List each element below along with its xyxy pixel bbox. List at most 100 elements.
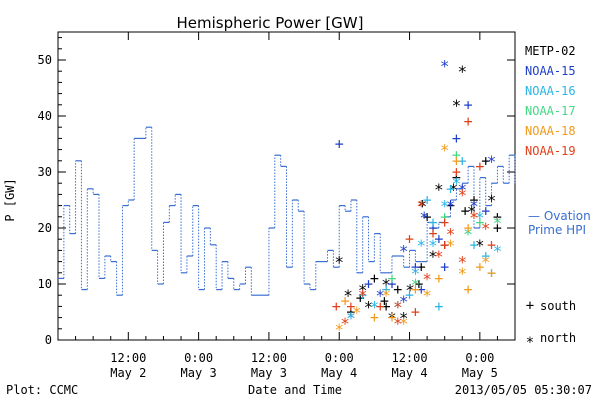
data-point-noaa-15: + xyxy=(335,135,344,153)
data-point-noaa-19: + xyxy=(411,303,420,321)
data-point-noaa-16: + xyxy=(434,297,443,315)
data-point-noaa-15: * xyxy=(346,309,356,328)
data-point-noaa-16: * xyxy=(440,197,450,216)
data-point-noaa-19: * xyxy=(340,314,350,333)
legend-entry: NOAA-19 xyxy=(525,144,576,158)
legend-entry: NOAA-18 xyxy=(525,124,576,138)
data-point-metp-02: + xyxy=(417,258,426,276)
y-tick-label: 50 xyxy=(38,53,52,67)
data-point-noaa-18: + xyxy=(464,281,473,299)
data-point-metp-02: * xyxy=(475,236,485,255)
data-point-metp-02: + xyxy=(356,289,365,307)
data-point-noaa-17: * xyxy=(463,225,473,244)
x-tick-label-date: May 4 xyxy=(391,366,427,380)
data-point-metp-02: + xyxy=(493,208,502,226)
data-point-metp-02: * xyxy=(428,247,438,266)
data-point-metp-02: * xyxy=(405,281,415,300)
symbol-glyph: * xyxy=(526,335,534,351)
data-point-noaa-19: * xyxy=(393,297,403,316)
data-point-metp-02: + xyxy=(452,169,461,187)
y-axis-label: P [GW] xyxy=(3,178,17,221)
data-point-noaa-18: + xyxy=(475,258,484,276)
y-tick-label: 0 xyxy=(45,333,52,347)
data-point-noaa-18: + xyxy=(452,152,461,170)
data-point-noaa-15: + xyxy=(481,202,490,220)
data-point-noaa-16: + xyxy=(446,180,455,198)
data-point-noaa-15: * xyxy=(469,197,479,216)
y-axis: 0 10 20 30 40 50 xyxy=(38,37,515,347)
data-point-metp-02: + xyxy=(370,269,379,287)
data-point-noaa-16: * xyxy=(475,208,485,227)
data-point-noaa-16: + xyxy=(481,247,490,265)
ovation-label-line1: — Ovation xyxy=(528,209,591,223)
data-point-noaa-16: + xyxy=(382,281,391,299)
symbol-glyph: + xyxy=(526,298,534,314)
x-tick-label-date: May 3 xyxy=(251,366,287,380)
data-point-noaa-19: * xyxy=(446,225,456,244)
data-point-noaa-18: + xyxy=(341,292,350,310)
x-tick-label-time: 0:00 xyxy=(184,351,213,365)
data-point-metp-02: + xyxy=(346,303,355,321)
data-point-noaa-16: + xyxy=(458,152,467,170)
data-point-metp-02: + xyxy=(469,191,478,209)
data-point-noaa-15: * xyxy=(419,208,429,227)
data-point-noaa-17: + xyxy=(452,146,461,164)
data-point-noaa-15: * xyxy=(446,197,456,216)
data-point-noaa-15: + xyxy=(434,230,443,248)
data-point-noaa-18: + xyxy=(487,264,496,282)
data-point-metp-02: * xyxy=(467,202,477,221)
data-point-noaa-15: + xyxy=(428,219,437,237)
data-point-noaa-19: * xyxy=(358,286,368,305)
data-point-noaa-16: * xyxy=(452,174,462,193)
data-point-noaa-16: + xyxy=(487,264,496,282)
data-point-noaa-17: + xyxy=(387,269,396,287)
data-point-noaa-18: * xyxy=(446,236,456,255)
data-point-noaa-19: + xyxy=(475,157,484,175)
data-point-metp-02: * xyxy=(334,253,344,272)
data-point-metp-02: * xyxy=(434,180,444,199)
data-point-noaa-15: * xyxy=(457,180,467,199)
data-point-metp-02: + xyxy=(414,275,423,293)
data-point-noaa-16: * xyxy=(416,236,426,255)
data-point-noaa-19: + xyxy=(487,236,496,254)
data-point-noaa-19: + xyxy=(452,163,461,181)
data-point-noaa-17: * xyxy=(411,275,421,294)
y-tick-label: 20 xyxy=(38,221,52,235)
data-point-noaa-19: * xyxy=(434,247,444,266)
data-point-metp-02: + xyxy=(481,152,490,170)
data-point-metp-02: + xyxy=(461,202,470,220)
data-point-noaa-15: * xyxy=(375,286,385,305)
data-point-noaa-19: + xyxy=(428,225,437,243)
data-point-noaa-19: * xyxy=(393,314,403,333)
data-point-noaa-19: + xyxy=(464,113,473,131)
data-point-noaa-17: + xyxy=(475,213,484,231)
data-point-metp-02: + xyxy=(382,297,391,315)
data-point-noaa-15: + xyxy=(364,275,373,293)
data-point-noaa-16: + xyxy=(405,286,414,304)
data-point-noaa-16: * xyxy=(346,309,356,328)
data-point-noaa-16: + xyxy=(469,236,478,254)
x-tick-label-time: 0:00 xyxy=(465,351,494,365)
data-point-noaa-16: * xyxy=(393,297,403,316)
data-point-noaa-18: * xyxy=(399,314,409,333)
data-point-noaa-19: + xyxy=(405,230,414,248)
data-point-noaa-18: * xyxy=(469,208,479,227)
data-point-noaa-15: + xyxy=(464,96,473,114)
data-point-noaa-19: * xyxy=(457,185,467,204)
data-point-noaa-18: + xyxy=(464,219,473,237)
x-tick-label-date: May 3 xyxy=(181,366,217,380)
data-point-noaa-17: + xyxy=(440,208,449,226)
footer-right: 2013/05/05 05:30:07 xyxy=(455,383,592,397)
legend-entry: NOAA-17 xyxy=(525,104,576,118)
data-point-noaa-18: * xyxy=(440,141,450,160)
data-point-metp-02: + xyxy=(493,219,502,237)
data-point-metp-02: * xyxy=(457,62,467,81)
ovation-series xyxy=(58,126,516,296)
data-point-metp-02: + xyxy=(380,292,389,310)
data-point-noaa-15: * xyxy=(399,241,409,260)
data-point-noaa-18: * xyxy=(352,303,362,322)
data-point-noaa-15: + xyxy=(417,281,426,299)
data-point-noaa-19: * xyxy=(422,269,432,288)
